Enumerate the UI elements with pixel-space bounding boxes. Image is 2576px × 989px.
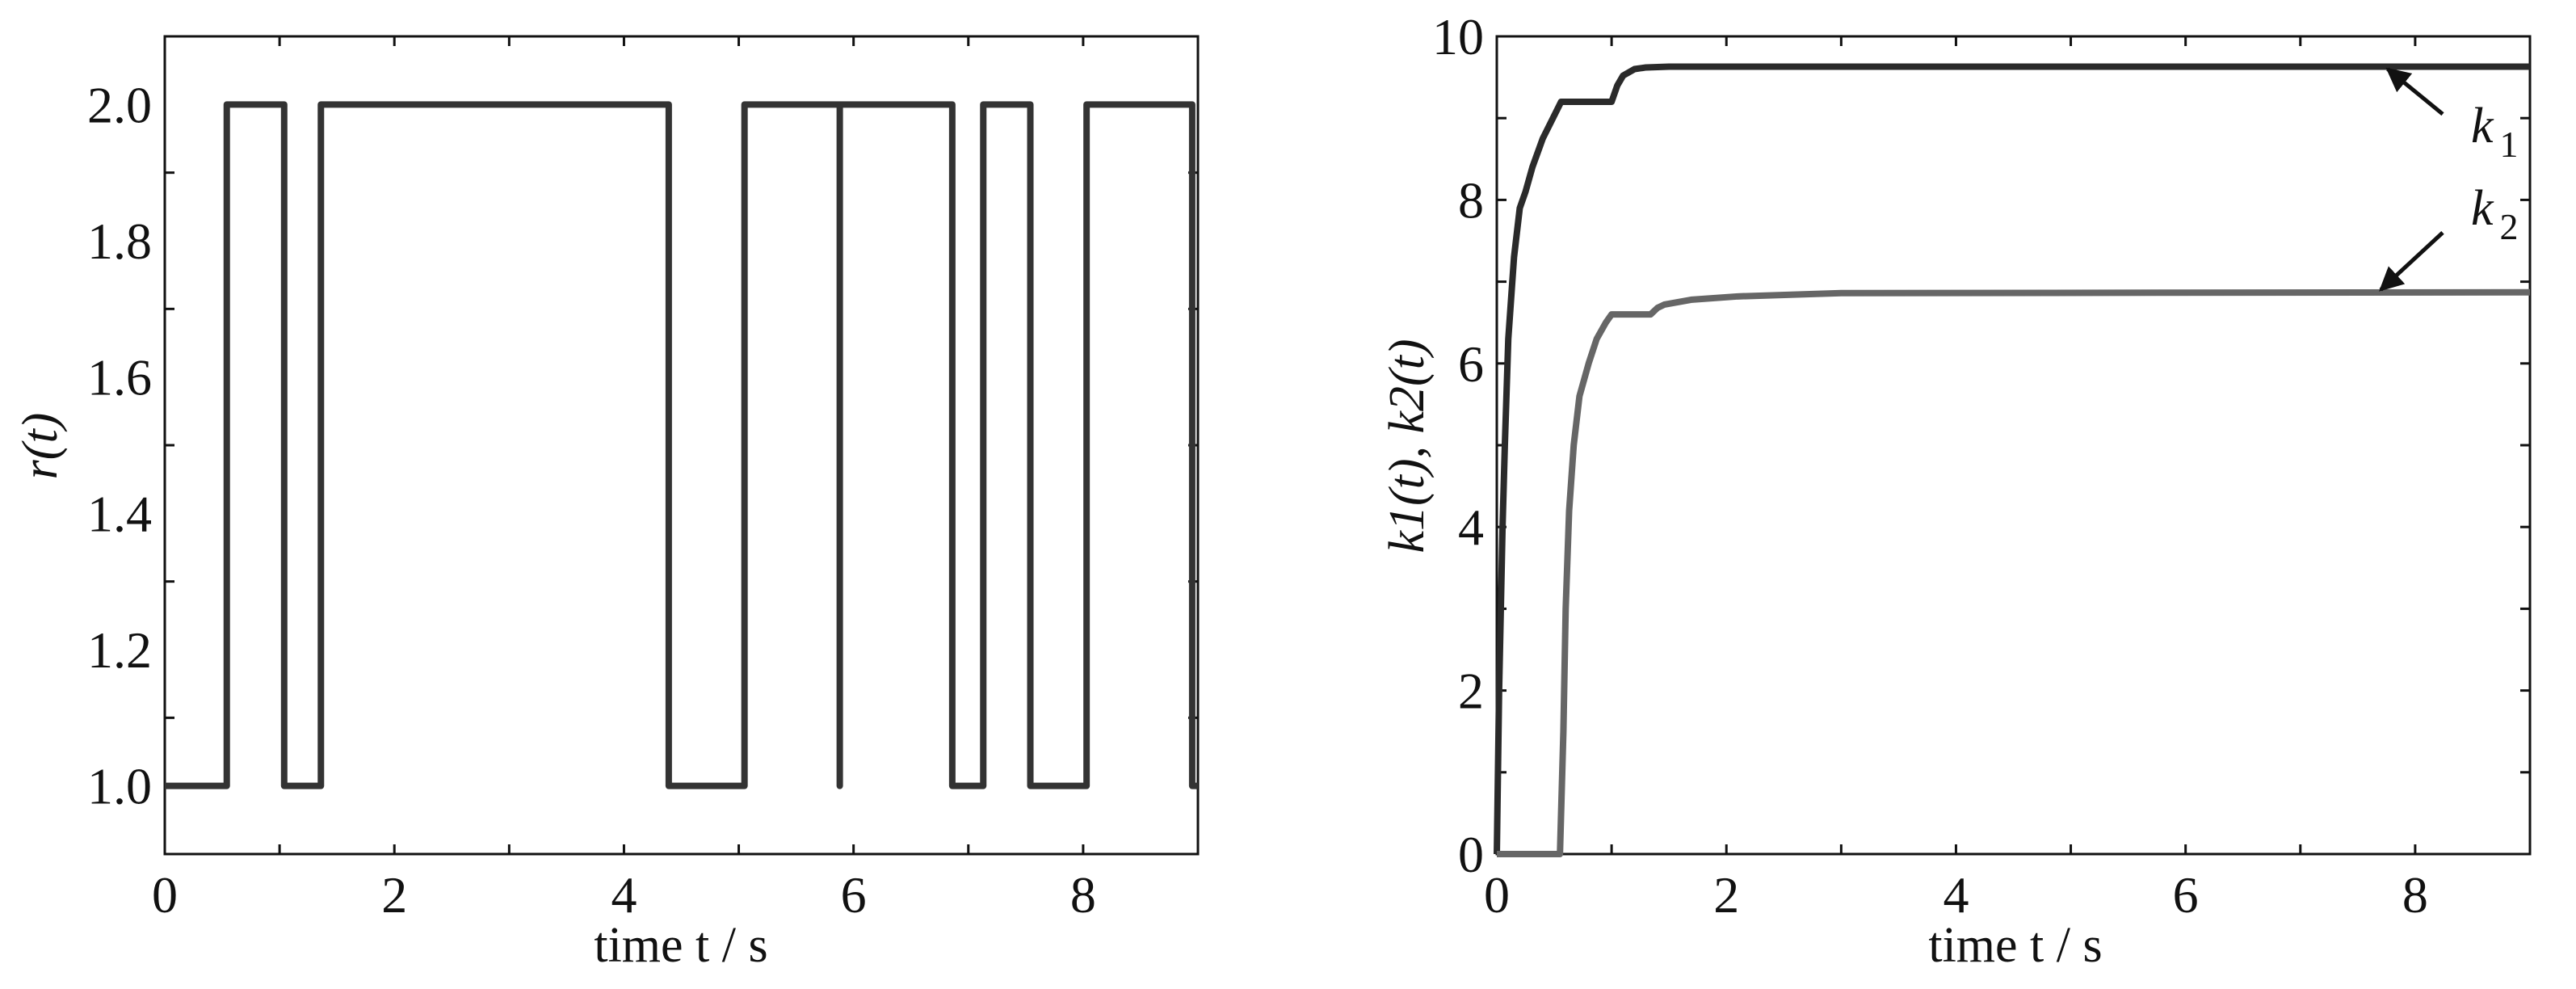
k1-annotation-subscript: 1 (2500, 124, 2519, 165)
y-tick-label: 6 (1458, 335, 1484, 393)
x-tick-label: 0 (1484, 866, 1510, 924)
x-tick-label: 4 (611, 866, 637, 924)
k1-annotation-arrow (2385, 67, 2444, 116)
y-axis-label: r(t) (13, 413, 68, 480)
x-tick-label: 2 (1713, 866, 1739, 924)
x-tick-label: 6 (841, 866, 867, 924)
x-tick-label: 6 (2173, 866, 2199, 924)
r-series-line (165, 101, 1198, 789)
x-axis-label: time t / s (594, 918, 767, 973)
y-tick-label: 1.2 (87, 621, 152, 679)
y-tick-label: 1.6 (87, 349, 152, 406)
y-tick-label: 1.4 (87, 485, 152, 542)
x-tick-label: 8 (2402, 866, 2428, 924)
y-tick-label: 0 (1458, 826, 1484, 883)
k2-series-line (1497, 288, 2531, 857)
k2-annotation-arrow (2379, 231, 2444, 292)
plot-frame (1495, 35, 2532, 856)
x-tick-label: 4 (1943, 866, 1969, 924)
r-plot: time t / s r(t) 0 2 4 6 8 1.0 1.2 1.4 1.6 1.8 2.0 (13, 35, 1200, 973)
y-tick-label: 10 (1432, 8, 1484, 65)
k2-annotation-subscript: 2 (2500, 206, 2519, 247)
k1-series-line (1494, 63, 2530, 855)
x-tick-label: 0 (152, 866, 178, 924)
y-tick-label: 2 (1458, 663, 1484, 720)
y-tick-label: 4 (1458, 499, 1484, 556)
y-tick-label: 1.8 (87, 213, 152, 270)
y-tick-label: 1.0 (87, 758, 152, 815)
y-axis-label: k1(t), k2(t) (1380, 339, 1435, 553)
y-tick-label: 8 (1458, 171, 1484, 229)
k-plot: time t / s k1(t), k2(t) 0 2 4 6 8 0 2 4 6 8 10 k 1 k 2 (1380, 8, 2532, 973)
y-tick-label: 2.0 (87, 76, 152, 133)
x-tick-label: 8 (1070, 866, 1096, 924)
x-axis-label: time t / s (1928, 918, 2102, 973)
x-tick-label: 2 (381, 866, 407, 924)
